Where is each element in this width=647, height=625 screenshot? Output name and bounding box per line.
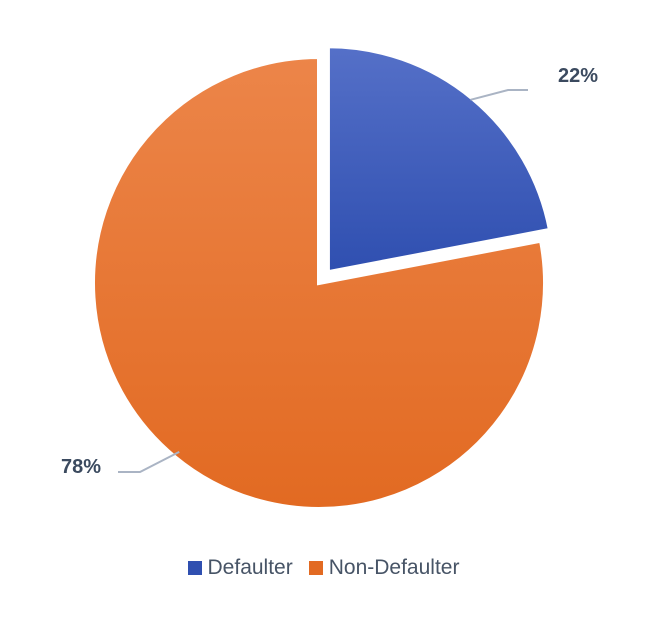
chart-legend: Defaulter Non-Defaulter xyxy=(0,556,647,580)
legend-item-defaulter: Defaulter xyxy=(187,556,293,580)
pie-slice-non-defaulter xyxy=(91,54,547,511)
pie-slice-defaulter xyxy=(325,44,553,275)
data-label-non-defaulter: 78% xyxy=(61,456,101,478)
data-label-defaulter: 22% xyxy=(558,65,598,87)
legend-item-non-defaulter: Non-Defaulter xyxy=(308,556,460,580)
legend-label-non-defaulter: Non-Defaulter xyxy=(328,556,460,579)
legend-swatch-defaulter xyxy=(187,561,202,575)
legend-swatch-non-defaulter xyxy=(308,561,323,575)
legend-label-defaulter: Defaulter xyxy=(207,556,293,579)
leader-line-defaulter xyxy=(470,89,528,101)
pie-slices xyxy=(91,44,553,511)
leader-line-non-defaulter xyxy=(118,451,180,473)
